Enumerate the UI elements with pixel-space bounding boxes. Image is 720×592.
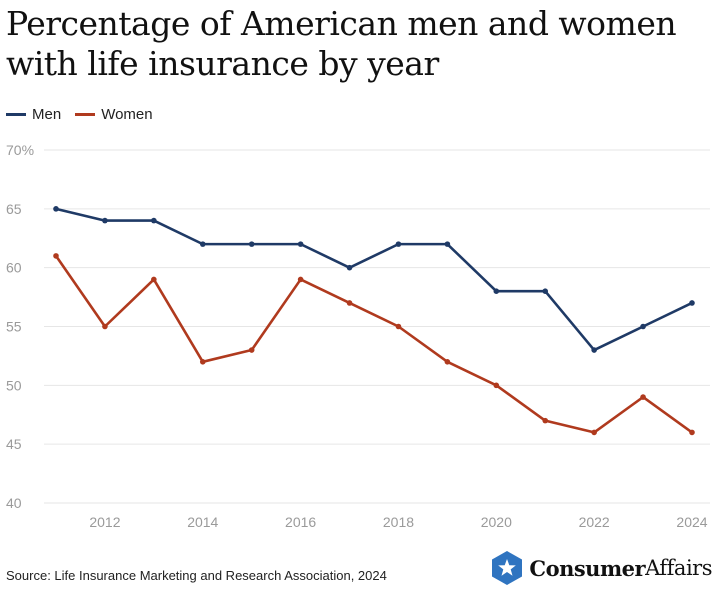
data-point-men xyxy=(346,264,353,271)
data-point-men xyxy=(542,288,549,294)
data-point-women xyxy=(53,253,59,259)
data-point-women xyxy=(689,429,695,436)
legend-swatch-women xyxy=(75,113,96,116)
x-tick-label: 2020 xyxy=(481,514,512,530)
data-point-women xyxy=(542,417,549,424)
source-note: Source: Life Insurance Marketing and Res… xyxy=(6,568,387,583)
data-point-men xyxy=(395,241,402,247)
y-tick-label: 70% xyxy=(6,142,34,158)
x-tick-label: 2014 xyxy=(187,514,218,530)
x-tick-label: 2022 xyxy=(579,514,610,530)
data-point-women xyxy=(493,382,500,389)
data-point-men xyxy=(689,300,695,306)
brand-name-light: Affairs xyxy=(645,556,712,580)
data-point-men xyxy=(102,217,108,224)
x-tick-label: 2024 xyxy=(676,514,707,530)
y-tick-label: 50 xyxy=(6,377,22,393)
data-point-women xyxy=(346,300,353,306)
legend-item-men: Men xyxy=(6,106,61,123)
y-tick-label: 40 xyxy=(6,495,22,511)
data-point-women xyxy=(591,429,597,436)
legend: Men Women xyxy=(6,106,167,123)
legend-item-women: Women xyxy=(75,106,153,123)
data-point-women xyxy=(199,359,206,365)
data-point-women xyxy=(444,359,451,365)
star-badge-icon xyxy=(492,551,523,585)
data-point-women xyxy=(395,323,402,330)
data-point-women xyxy=(297,276,304,283)
line-chart: 70% 65 60 55 50 45 40 2012 2014 2016 2018 2020 2022 2… xyxy=(6,142,710,530)
legend-swatch-men xyxy=(6,113,26,116)
y-tick-label: 45 xyxy=(6,436,22,452)
data-point-men xyxy=(640,323,646,330)
data-point-women xyxy=(248,347,255,353)
x-tick-label: 2018 xyxy=(383,514,414,530)
data-point-men xyxy=(444,241,451,247)
data-point-men xyxy=(493,288,500,294)
data-point-men xyxy=(297,241,304,247)
data-point-women xyxy=(640,394,646,400)
y-tick-label: 60 xyxy=(6,260,22,276)
brand-logo: Consumer Affairs xyxy=(491,550,712,586)
data-point-men xyxy=(53,206,59,212)
y-tick-label: 55 xyxy=(6,319,22,335)
legend-label-men: Men xyxy=(32,106,62,123)
data-point-women xyxy=(151,276,157,283)
data-point-men xyxy=(591,347,597,353)
data-point-men xyxy=(199,241,206,247)
data-point-men xyxy=(151,217,157,224)
legend-label-women: Women xyxy=(101,106,153,123)
x-tick-label: 2016 xyxy=(285,514,316,530)
chart-title: Percentage of American men and women wit… xyxy=(6,4,677,83)
brand-name-strong: Consumer xyxy=(529,555,646,581)
series-line-men xyxy=(54,207,694,352)
x-tick-label: 2012 xyxy=(89,514,120,530)
data-point-men xyxy=(248,241,255,247)
series-line-women xyxy=(54,254,694,434)
y-tick-label: 65 xyxy=(6,201,22,217)
data-point-women xyxy=(102,323,108,330)
